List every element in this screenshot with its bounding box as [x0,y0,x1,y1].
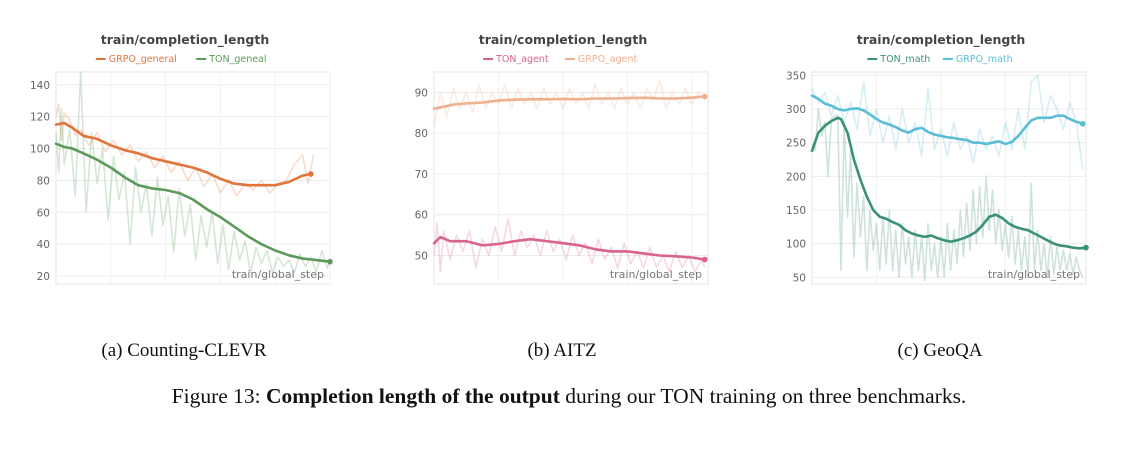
chart-a-svg: train/completion_length GRPO_general TON_g… [30,32,333,285]
chart-panel-c: train/completion_length TON_math GRPO_math… [776,28,1096,290]
ytick-b-1: 60 [415,210,428,222]
series-end-a-1 [327,258,333,265]
figure-caption-prefix: Figure 13: [171,384,267,408]
ytick-b-0: 50 [415,250,428,262]
series-line-b-0 [432,235,707,261]
series-raw-a-0 [55,103,315,198]
series-raw-a-1 [55,71,331,274]
ytick-a-5: 120 [30,112,50,124]
series-line-c-1 [810,94,1085,146]
series-line-a-0 [54,121,313,187]
ytick-a-2: 60 [37,207,50,219]
ytick-b-4: 90 [415,87,428,99]
chart-a-xlabel: train/global_step [232,268,324,281]
series-end-b-1 [701,93,708,100]
ytick-a-3: 80 [37,175,50,187]
ytick-c-6: 350 [786,70,806,82]
chart-c-xlabel: train/global_step [988,268,1080,281]
ytick-a-4: 100 [30,144,50,156]
chart-panel-a: train/completion_length GRPO_general TON_g… [20,28,340,290]
series-raw-b-1 [433,79,706,126]
series-raw-c-1 [811,74,1084,170]
series-line-c-0 [810,116,1088,250]
series-end-c-1 [1079,121,1086,127]
legend-label-a-1: TON_geneal [208,54,266,65]
subcaption-a: (a) Counting-CLEVR [101,340,267,361]
chart-panel-b: train/completion_length TON_agent GRPO_age… [398,28,718,290]
ytick-b-3: 80 [415,128,428,140]
ytick-c-1: 100 [786,239,806,251]
figure-caption-bold: Completion length of the output [266,384,560,408]
series-end-c-0 [1083,244,1089,251]
chart-c-frame [811,71,1087,285]
legend-label-b-1: GRPO_agent [578,54,638,65]
legend-label-c-1: GRPO_math [956,54,1013,65]
series-line-b-1 [432,95,707,110]
chart-c-title: train/completion_length [857,32,1026,48]
ytick-a-6: 140 [30,80,50,92]
chart-b-svg: train/completion_length TON_agent GRPO_age… [415,32,709,285]
series-end-b-0 [701,256,708,263]
series-line-a-1 [54,142,332,263]
ytick-a-1: 40 [37,239,50,251]
chart-b-title: train/completion_length [479,32,648,48]
ytick-c-2: 150 [786,205,806,217]
chart-b-frame [433,71,709,285]
ytick-c-5: 300 [786,104,806,116]
legend-label-a-0: GRPO_general [109,54,177,65]
figure-caption: Figure 13: Completion length of the outp… [0,384,1138,409]
chart-c-svg: train/completion_length TON_math GRPO_math… [786,32,1089,285]
series-end-a-0 [308,171,314,177]
chart-b-xlabel: train/global_step [610,268,702,281]
ytick-c-4: 250 [786,138,806,150]
subcaption-c: (c) GeoQA [897,340,983,361]
ytick-b-2: 70 [415,169,428,181]
subcaption-b: (b) AITZ [527,340,597,361]
legend-label-b-0: TON_agent [495,54,549,65]
ytick-c-3: 200 [786,171,806,183]
ytick-c-0: 50 [793,272,806,284]
legend-label-c-0: TON_math [879,54,930,65]
ytick-a-0: 20 [37,271,50,283]
series-raw-c-0 [811,108,1084,282]
chart-a-title: train/completion_length [101,32,270,48]
figure-caption-suffix: during our TON training on three benchma… [559,384,967,408]
